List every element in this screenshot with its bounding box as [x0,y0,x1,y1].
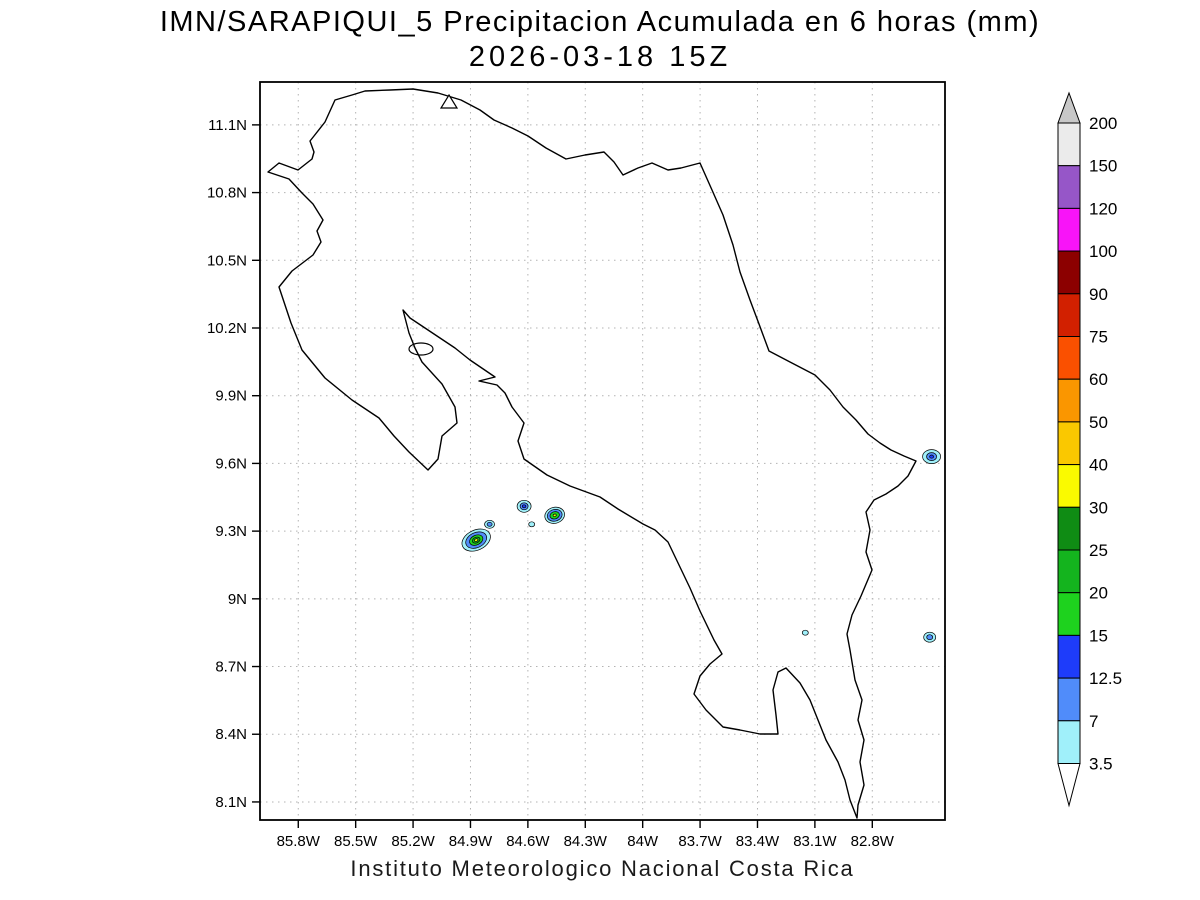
precip-cell [801,629,809,636]
lon-tick-label: 85.2W [391,833,435,850]
precip-contour-ring [474,538,479,542]
colorbar-segment [1057,122,1081,167]
colorbar-segment [1057,464,1081,508]
colorbar-segment [1057,549,1081,594]
colorbar-tick-label: 15 [1089,626,1108,645]
lat-tick-label: 10.8N [207,185,247,202]
colorbar-tick-label: 120 [1089,199,1117,218]
lat-tick-label: 9.3N [215,523,247,540]
colorbar-segment [1057,677,1081,722]
colorbar-tick-label: 50 [1089,413,1108,432]
colorbar-tick-label: 60 [1089,370,1108,389]
lat-tick-label: 9.9N [215,388,247,405]
lon-tick-label: 84.6W [506,833,550,850]
precip-cell [922,449,941,464]
colorbar-segment [1057,506,1081,551]
colorbar-tick-label: 3.5 [1089,755,1113,774]
lat-tick-label: 9N [228,591,247,608]
lat-tick-label: 11.1N [208,117,247,134]
colorbar-tick-label: 75 [1089,328,1108,347]
lat-tick-label: 9.6N [215,455,247,472]
lon-tick-label: 83.7W [678,833,722,850]
lat-tick-label: 8.4N [215,726,247,743]
costa-rica-coastline [267,88,917,819]
colorbar-tick-label: 40 [1089,456,1108,475]
colorbar-segment [1057,720,1081,764]
precip-cell [528,521,536,528]
colorbar-segment [1057,165,1081,209]
colorbar-segment [1057,634,1081,679]
chart-title: IMN/SARAPIQUI_5 Precipitacion Acumulada … [159,6,1041,38]
colorbar-tick-label: 20 [1089,584,1108,603]
precip-contour-ring [926,634,934,641]
precip-cell [484,519,495,529]
grid-layer [260,82,945,820]
precip-contour-ring [528,521,536,528]
island-triangle-marker [439,93,459,109]
lon-tick-label: 83.1W [793,833,837,850]
colorbar-segment [1057,250,1081,295]
lat-tick-label: 10.5N [207,252,247,269]
lon-tick-label: 83.4W [736,833,780,850]
colorbar-under-arrow [1057,763,1081,808]
lon-tick-label: 85.5W [334,833,378,850]
precip-contour-ring [801,629,809,636]
precip-cell [923,631,937,643]
source-caption: Instituto Meteorologico Nacional Costa R… [350,856,855,881]
precip-contour-ring [486,521,493,527]
precip-contour-ring [552,513,557,517]
precip-cell [461,528,491,552]
colorbar-tick-label: 25 [1089,541,1108,560]
lon-tick-label: 82.8W [851,833,895,850]
colorbar-tick-label: 90 [1089,285,1108,304]
colorbar-segment [1057,336,1081,380]
lat-tick-label: 8.7N [215,659,247,676]
title-block: IMN/SARAPIQUI_5 Precipitacion Acumulada … [0,6,1200,74]
precip-contour-ring [521,504,527,509]
colorbar-tick-label: 150 [1089,157,1117,176]
colorbar-segment [1057,592,1081,636]
colorbar-tick-label: 100 [1089,242,1117,261]
coastline-layer [267,88,917,819]
precip-cells-layer [461,449,941,643]
colorbar-segment [1057,293,1081,337]
chart-subtitle-datetime: 2026-03-18 15Z [468,41,732,73]
precip-cell [516,499,532,513]
colorbar-tick-label: 30 [1089,498,1108,517]
axes-layer: 85.8W 85.5W 85.2W 84.9W 84.6W 84.3W 84W 83.7W 83… [207,117,895,850]
colorbar-segment [1057,378,1081,423]
colorbar-layer: 200 150 120 100 90 75 60 50 40 30 25 20 15 12.5 7 3.5 [1057,91,1122,808]
lon-tick-label: 85.8W [277,833,321,850]
plot-frame [259,81,946,821]
lon-tick-label: 84.9W [449,833,493,850]
colorbar-over-arrow [1057,91,1081,124]
chira-island-outline [408,342,434,356]
lon-tick-label: 84.3W [564,833,608,850]
lat-tick-label: 10.2N [207,320,247,337]
colorbar-segment [1057,421,1081,466]
precip-cell [544,506,565,524]
colorbar-tick-label: 12.5 [1089,669,1122,688]
lat-tick-label: 8.1N [215,794,247,811]
colorbar-tick-label: 200 [1089,114,1117,133]
colorbar-tick-label: 7 [1089,712,1098,731]
colorbar-segment [1057,207,1081,252]
precip-contour-ring [929,454,934,459]
lon-tick-label: 84W [627,833,659,850]
